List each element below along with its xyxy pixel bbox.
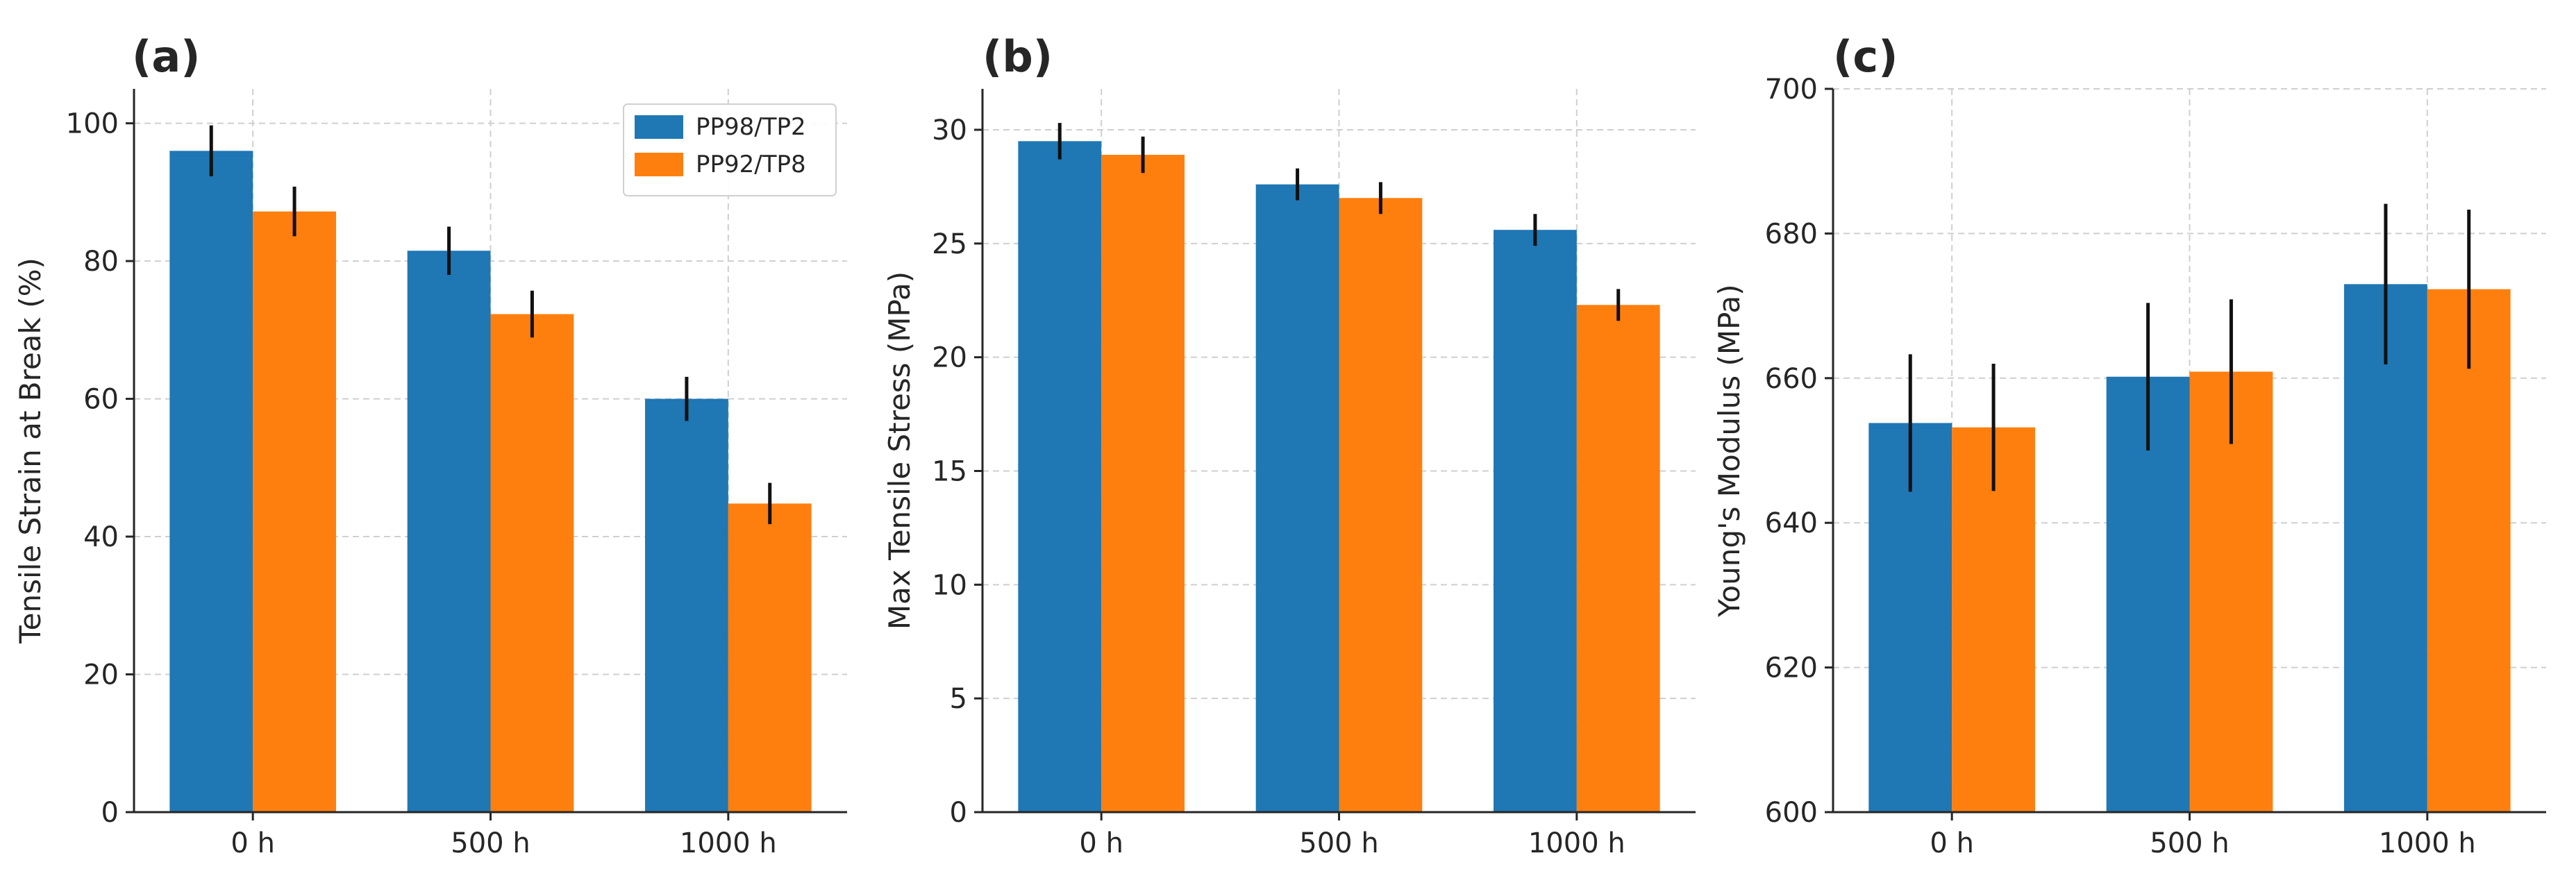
- y-tick-label: 0: [950, 797, 967, 829]
- y-tick-label: 620: [1765, 652, 1818, 684]
- bar-pp92-tp8: [490, 314, 574, 813]
- bar-pp98-tp2: [1018, 141, 1102, 813]
- y-tick-label: 25: [932, 228, 967, 260]
- bar-pp98-tp2: [2344, 284, 2427, 813]
- x-tick-label: 0 h: [1079, 827, 1123, 859]
- legend-label: PP98/TP2: [696, 113, 806, 141]
- x-tick-label: 1000 h: [2379, 827, 2476, 859]
- y-axis-label: Tensile Strain at Break (%): [13, 258, 47, 644]
- panel-label: (c): [1833, 31, 1898, 82]
- x-tick-label: 500 h: [451, 827, 530, 859]
- y-tick-label: 5: [950, 683, 967, 715]
- bar-pp98-tp2: [407, 251, 491, 812]
- bar-pp92-tp8: [1952, 427, 2035, 812]
- bar-pp98-tp2: [645, 398, 728, 812]
- x-tick-label: 0 h: [1930, 827, 1974, 859]
- legend-label: PP92/TP8: [696, 151, 806, 178]
- legend: PP98/TP2 PP92/TP8: [623, 103, 837, 196]
- bar-pp92-tp8: [1339, 198, 1423, 812]
- panel-label: (a): [132, 31, 201, 82]
- bar-pp98-tp2: [1255, 184, 1339, 812]
- y-tick-label: 600: [1765, 797, 1818, 829]
- y-tick-label: 700: [1765, 74, 1818, 106]
- x-tick-label: 500 h: [1299, 827, 1378, 859]
- y-tick-label: 640: [1765, 507, 1818, 539]
- y-tick-label: 20: [83, 659, 119, 691]
- y-tick-label: 80: [83, 246, 119, 278]
- bar-pp92-tp8: [728, 503, 812, 812]
- y-tick-label: 10: [932, 569, 967, 601]
- y-tick-label: 680: [1765, 218, 1818, 250]
- y-tick-label: 660: [1765, 363, 1818, 395]
- chart-panel-3: 600 620 640 660 680 700 0 h 500 h 1000 h Young's …: [1712, 31, 2546, 859]
- y-axis-label: Young's Modulus (MPa): [1712, 284, 1746, 617]
- y-tick-label: 15: [932, 455, 967, 487]
- bar-pp98-tp2: [1494, 230, 1577, 812]
- y-tick-label: 30: [932, 115, 967, 146]
- bar-pp92-tp8: [253, 211, 336, 812]
- x-tick-label: 500 h: [2150, 827, 2229, 859]
- bar-pp92-tp8: [2189, 371, 2273, 812]
- legend-swatch-pp92-tp8: [635, 153, 683, 176]
- x-tick-label: 0 h: [231, 827, 275, 859]
- bar-pp92-tp8: [1576, 305, 1660, 812]
- y-axis-label: Max Tensile Stress (MPa): [883, 271, 917, 630]
- y-tick-label: 40: [83, 521, 119, 553]
- bar-pp98-tp2: [169, 151, 253, 813]
- panel-label: (b): [982, 31, 1053, 82]
- legend-swatch-pp98-tp2: [635, 115, 683, 139]
- chart-panel-2: 0 5 10 15 20 25 30 0 h 500 h 1000 h Max Tensile St…: [883, 31, 1696, 859]
- y-tick-label: 0: [101, 797, 119, 829]
- x-tick-label: 1000 h: [1528, 827, 1625, 859]
- bar-pp92-tp8: [2427, 289, 2511, 812]
- bar-pp92-tp8: [1101, 155, 1185, 813]
- x-tick-label: 1000 h: [680, 827, 777, 859]
- y-tick-label: 20: [932, 342, 967, 374]
- y-tick-label: 60: [83, 384, 119, 416]
- y-tick-label: 100: [66, 108, 119, 140]
